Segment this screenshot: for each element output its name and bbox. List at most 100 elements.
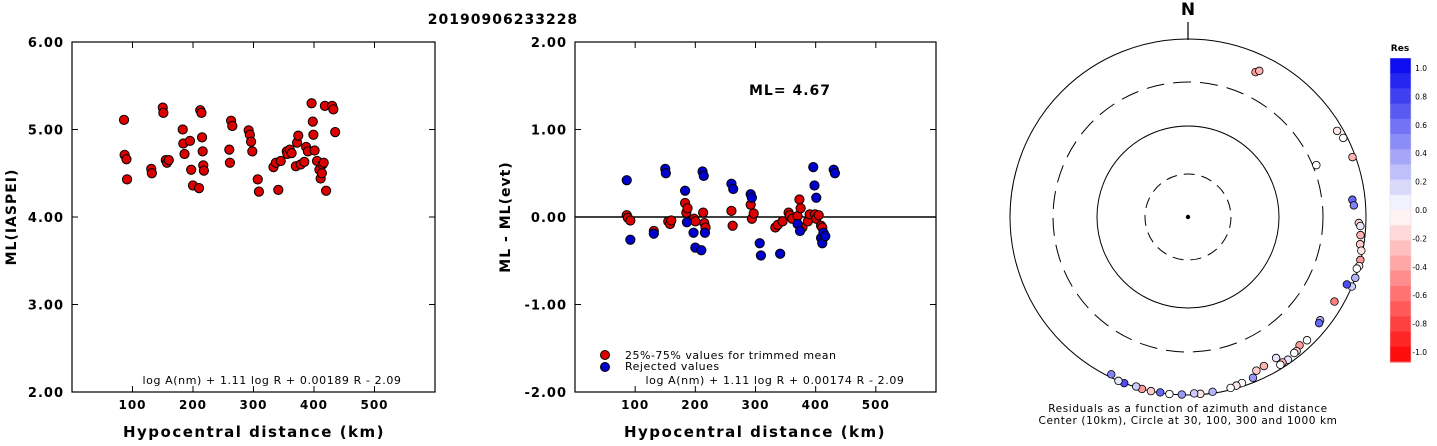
colorbar-title: Res bbox=[1391, 44, 1409, 54]
middle-point-blue bbox=[688, 227, 699, 238]
left-point-red bbox=[293, 130, 304, 141]
colorbar-cell bbox=[1390, 316, 1411, 333]
polar-caption-line2: Center (10km), Circle at 30, 100, 300 an… bbox=[1039, 415, 1338, 427]
left-formula: log A(nm) + 1.11 log R + 0.00189 R - 2.0… bbox=[142, 374, 401, 387]
middle-point-blue bbox=[625, 234, 636, 245]
station-residual-marker bbox=[1107, 370, 1116, 379]
left-x-tick-label: 100 bbox=[118, 398, 146, 412]
station-residual-marker bbox=[1146, 386, 1156, 396]
colorbar-cell bbox=[1390, 225, 1411, 241]
station-residual-marker bbox=[1357, 246, 1366, 255]
station-residual-marker bbox=[1156, 388, 1165, 397]
colorbar-tick-label: 1.0 bbox=[1415, 64, 1427, 73]
colorbar-cell bbox=[1390, 164, 1411, 181]
left-point-red bbox=[186, 164, 197, 175]
left-y-tick-label: 2.00 bbox=[28, 386, 64, 401]
station-residual-marker bbox=[1131, 382, 1141, 391]
north-label: N bbox=[1181, 0, 1195, 20]
colorbar-cell bbox=[1390, 179, 1411, 196]
colorbar-cell bbox=[1390, 286, 1411, 302]
magnitude-vs-distance-chart: ML(IASPEI) Hypocentral distance (km) log… bbox=[4, 36, 436, 441]
colorbar-cell bbox=[1390, 301, 1411, 317]
left-point-red bbox=[252, 174, 263, 185]
left-point-red bbox=[321, 185, 332, 196]
middle-point-blue bbox=[809, 180, 820, 191]
left-point-red bbox=[273, 184, 284, 195]
legend-marker-rejected bbox=[600, 362, 610, 372]
left-point-red bbox=[179, 148, 190, 160]
colorbar-cell bbox=[1390, 149, 1411, 165]
station-residual-marker bbox=[1314, 318, 1324, 328]
polar-caption-line1: Residuals as a function of azimuth and d… bbox=[1048, 403, 1328, 415]
left-point-red bbox=[121, 154, 132, 165]
legend-label-trimmed: 25%-75% values for trimmed mean bbox=[625, 349, 837, 362]
colorbar-cell bbox=[1390, 194, 1411, 211]
figure-title: 20190906233228 bbox=[428, 12, 578, 28]
left-point-red bbox=[197, 146, 208, 157]
colorbar-tick-label: -0.8 bbox=[1412, 320, 1427, 329]
colorbar-tick-label: -1.0 bbox=[1412, 348, 1427, 357]
left-point-red bbox=[193, 183, 205, 194]
colorbar: Res 1.0 0.8 0.6 0.4 0.2 0.0 -0.2 -0.4 -0.6 -0.8 -1… bbox=[1389, 44, 1427, 363]
left-point-red bbox=[177, 124, 188, 135]
colorbar-cell bbox=[1390, 346, 1411, 363]
left-point-red bbox=[196, 132, 208, 143]
middle-y-tick-label: 2.00 bbox=[531, 36, 567, 51]
left-point-red bbox=[198, 165, 209, 176]
middle-y-axis-label: ML - ML(evt) bbox=[498, 161, 514, 272]
left-point-red bbox=[158, 107, 169, 118]
colorbar-cell bbox=[1390, 240, 1411, 257]
station-residual-marker bbox=[1177, 390, 1187, 399]
middle-point-red bbox=[682, 203, 693, 214]
middle-point-blue bbox=[660, 168, 671, 179]
colorbar-tick-label: 0.8 bbox=[1415, 92, 1427, 101]
colorbar-cell bbox=[1390, 331, 1411, 348]
middle-point-blue bbox=[699, 227, 711, 238]
left-point-red bbox=[309, 145, 320, 156]
station-residual-marker bbox=[1208, 387, 1217, 397]
colorbar-frame bbox=[1389, 57, 1412, 363]
colorbar-cell bbox=[1390, 88, 1411, 105]
station-residual-marker bbox=[1259, 361, 1269, 371]
legend: 25%-75% values for trimmed mean Rejected… bbox=[600, 349, 837, 373]
left-point-red bbox=[275, 155, 286, 167]
middle-point-red bbox=[777, 216, 788, 227]
middle-y-tick-label: 0.00 bbox=[531, 211, 567, 226]
left-y-axis-label: ML(IASPEI) bbox=[4, 169, 20, 266]
station-residual-marker bbox=[1255, 66, 1264, 76]
colorbar-tick-label: 0.6 bbox=[1415, 121, 1427, 130]
colorbar-tick-label: -0.4 bbox=[1412, 263, 1427, 272]
left-point-red bbox=[224, 144, 235, 155]
station-residual-marker bbox=[1356, 221, 1365, 231]
middle-x-tick-label: 400 bbox=[802, 398, 830, 412]
azimuth-residual-map: N Residuals as a function of azimuth and… bbox=[1009, 0, 1427, 427]
left-point-red bbox=[224, 157, 236, 168]
middle-point-red bbox=[726, 205, 737, 216]
station-residual-marker bbox=[1114, 376, 1123, 386]
left-point-red bbox=[196, 107, 207, 118]
left-y-tick-label: 3.00 bbox=[28, 299, 64, 314]
ring-1000km bbox=[1009, 38, 1367, 396]
colorbar-cell bbox=[1390, 134, 1411, 150]
middle-point-red bbox=[690, 216, 701, 227]
legend-marker-trimmed bbox=[600, 350, 610, 360]
middle-point-red bbox=[813, 210, 824, 221]
station-residual-marker bbox=[1276, 360, 1285, 369]
middle-x-tick-label: 100 bbox=[621, 398, 649, 412]
left-point-red bbox=[121, 174, 133, 185]
colorbar-tick-label: -0.2 bbox=[1412, 234, 1427, 243]
station-residual-marker bbox=[1165, 389, 1174, 399]
left-x-tick-label: 200 bbox=[179, 398, 207, 412]
middle-point-blue bbox=[794, 225, 806, 237]
left-point-red bbox=[308, 129, 319, 140]
colorbar-cell bbox=[1390, 270, 1411, 287]
station-residual-marker bbox=[1352, 264, 1362, 273]
station-residual-marker bbox=[1252, 366, 1261, 375]
left-y-tick-label: 5.00 bbox=[28, 124, 64, 139]
ml-value-label: ML= 4.67 bbox=[749, 83, 831, 99]
left-point-red bbox=[184, 135, 196, 146]
ring-300km bbox=[1052, 81, 1324, 353]
left-plot-frame bbox=[71, 41, 436, 393]
left-point-red bbox=[299, 156, 310, 167]
